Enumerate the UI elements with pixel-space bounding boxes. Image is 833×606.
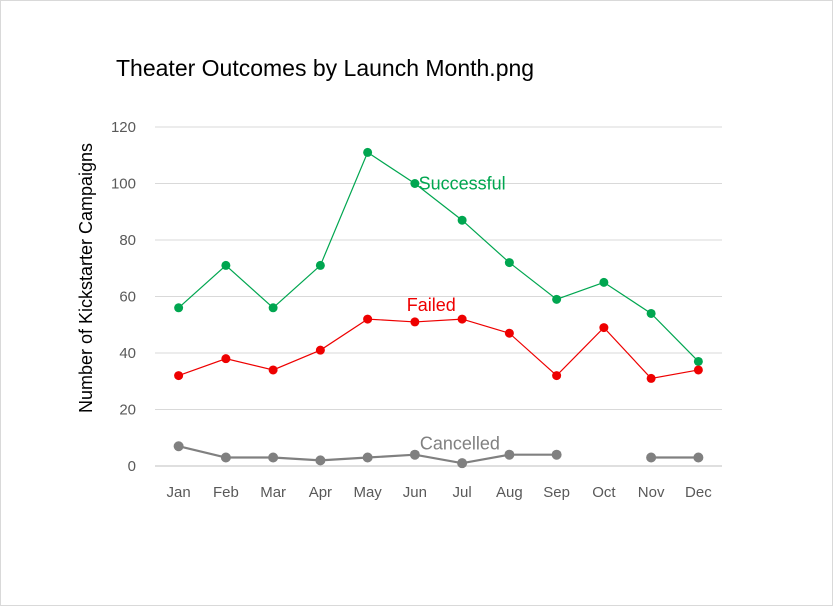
data-point-failed [315,345,325,355]
data-point-cancelled [173,441,184,452]
data-point-failed [599,323,609,333]
series-label-cancelled: Cancelled [420,433,500,453]
data-point-successful [315,260,325,270]
data-point-failed [363,314,373,324]
x-tick-label: May [353,484,382,501]
x-tick-label: Apr [309,484,332,501]
series-line-successful [178,151,699,362]
data-point-cancelled [362,452,373,463]
data-point-cancelled [315,455,326,466]
chart-title: Theater Outcomes by Launch Month.png [116,55,534,81]
gridlines [155,126,722,467]
x-tick-label: Feb [213,484,239,501]
y-axis-label: Number of Kickstarter Campaigns [76,143,96,413]
series-label-successful: Successful [419,174,506,194]
data-point-successful [504,258,514,268]
data-point-failed [410,317,420,327]
x-tick-label: Nov [638,484,665,501]
x-tick-label: Jan [167,484,191,501]
x-tick-label: Oct [592,484,616,501]
data-point-failed [552,371,562,381]
data-point-successful [599,277,609,287]
y-tick-label: 0 [128,458,136,475]
y-tick-label: 20 [119,402,136,419]
x-tick-label: Jun [403,484,427,501]
x-tick-label: Aug [496,484,523,501]
data-point-cancelled [693,452,704,463]
y-tick-label: 40 [119,345,136,362]
data-point-successful [410,179,420,188]
y-tick-label: 120 [111,119,136,136]
data-point-successful [552,294,562,304]
y-tick-labels: 0 20 40 60 80 100 120 [111,119,136,475]
series-cancelled [173,441,704,469]
x-tick-labels: Jan Feb Mar Apr May Jun Jul Aug Sep Oct Nov Dec [167,484,713,501]
data-point-cancelled [409,449,420,460]
series-label-failed: Failed [407,295,456,315]
x-tick-label: Dec [685,484,712,501]
data-point-successful [221,260,231,270]
data-point-successful [363,147,373,157]
series-failed [174,314,703,383]
data-point-failed [646,373,656,383]
y-tick-label: 60 [119,289,136,306]
series-group [173,147,704,469]
series-successful [174,147,703,366]
data-point-failed [457,314,467,324]
data-point-cancelled [268,452,279,463]
data-point-failed [268,365,278,375]
data-point-successful [457,215,467,225]
data-point-cancelled [220,452,231,463]
data-point-successful [174,303,184,313]
data-point-cancelled [504,449,515,460]
series-line-failed [178,318,699,380]
data-point-successful [693,356,703,366]
data-point-failed [693,365,703,375]
series-labels: Successful Failed Cancelled [407,174,506,454]
data-point-cancelled [457,458,468,469]
data-point-failed [221,354,231,364]
x-tick-label: Jul [453,484,472,501]
data-point-successful [268,303,278,313]
data-point-cancelled [551,449,562,460]
data-point-successful [646,308,656,318]
data-point-failed [174,371,184,381]
y-tick-label: 80 [119,232,136,249]
data-point-cancelled [646,452,657,463]
data-point-failed [504,328,514,338]
x-tick-label: Sep [543,484,570,501]
y-tick-label: 100 [111,176,136,193]
x-tick-label: Mar [260,484,286,501]
